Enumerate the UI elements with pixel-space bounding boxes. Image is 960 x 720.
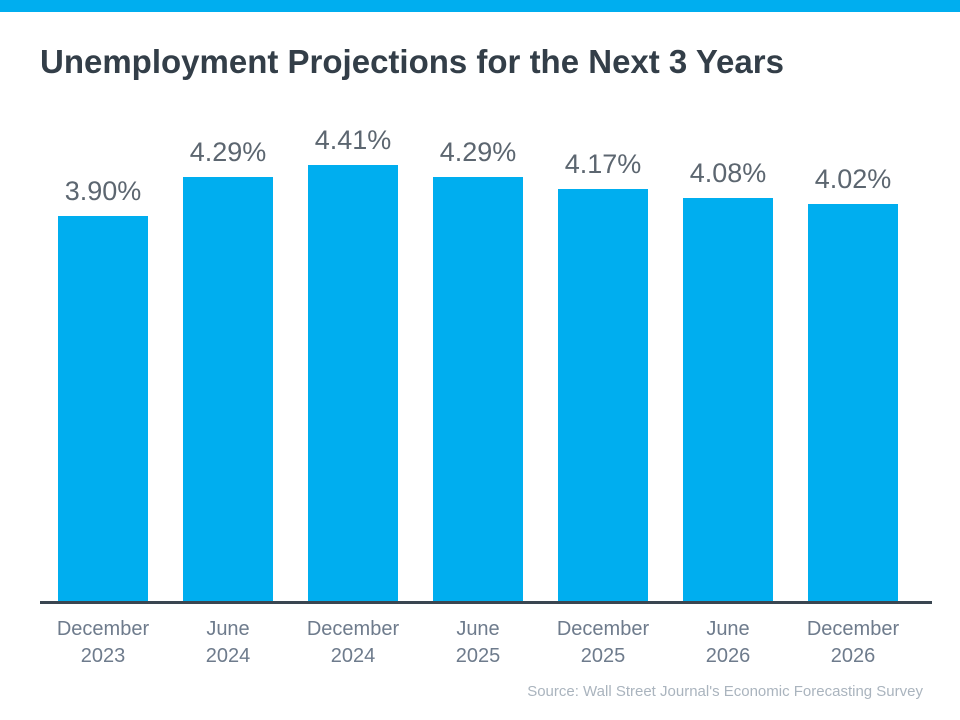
bar (433, 177, 523, 602)
bar-value-label: 4.02% (814, 164, 892, 194)
x-axis-tick-line: 2026 (705, 645, 751, 667)
bar (808, 204, 898, 602)
bar (308, 165, 398, 602)
x-axis-tick-line: June (706, 618, 750, 640)
bar-value-label: 4.29% (439, 137, 517, 167)
x-axis-tick-line: 2026 (830, 645, 876, 667)
bar (58, 216, 148, 602)
x-axis-tick-line: June (456, 618, 500, 640)
x-axis-tick-line: June (206, 618, 250, 640)
x-axis-tick-label: December 2025 (533, 616, 673, 670)
source-note: Source: Wall Street Journal's Economic F… (527, 683, 923, 700)
x-axis-tick-line: 2025 (455, 645, 501, 667)
bar (558, 189, 648, 602)
x-axis-tick-line: 2024 (205, 645, 251, 667)
accent-bar (0, 0, 960, 12)
x-axis-tick-line: 2023 (80, 645, 126, 667)
x-axis-tick-line: 2024 (330, 645, 376, 667)
x-axis-line (40, 601, 932, 604)
x-axis-tick-label: June 2026 (658, 616, 798, 670)
bar-value-label: 4.17% (564, 149, 642, 179)
bar-value-label: 4.08% (689, 158, 767, 188)
x-axis-tick-label: December 2026 (783, 616, 923, 670)
x-axis-tick-label: December 2024 (283, 616, 423, 670)
bar-value-label: 3.90% (64, 176, 142, 206)
bar-value-label: 4.41% (314, 125, 392, 155)
x-axis-tick-line: December (306, 618, 400, 640)
x-axis-tick-label: June 2024 (158, 616, 298, 670)
x-axis-tick-line: December (806, 618, 900, 640)
x-axis-tick-line: December (556, 618, 650, 640)
bar-value-label: 4.29% (189, 137, 267, 167)
bar (683, 198, 773, 602)
x-axis-tick-line: December (56, 618, 150, 640)
x-axis-tick-label: December 2023 (33, 616, 173, 670)
bar (183, 177, 273, 602)
x-axis-tick-label: June 2025 (408, 616, 548, 670)
chart-title: Unemployment Projections for the Next 3 … (40, 43, 784, 80)
x-axis-tick-line: 2025 (580, 645, 626, 667)
